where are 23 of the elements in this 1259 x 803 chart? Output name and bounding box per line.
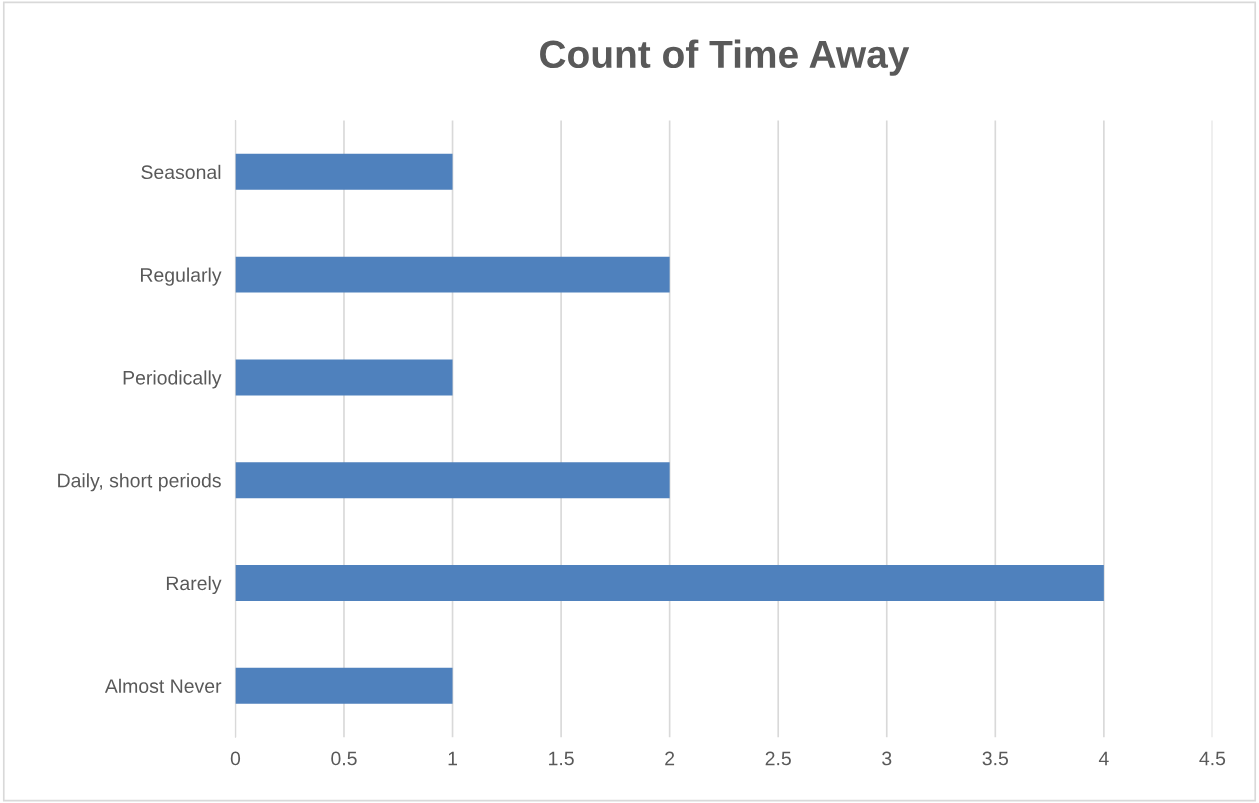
x-tick-label: 3 xyxy=(882,751,892,766)
x-tick-label: 4.5 xyxy=(1199,751,1226,766)
x-tick-label: 3.5 xyxy=(982,751,1009,766)
chart-title: Count of Time Away xyxy=(540,39,910,76)
x-tick-label: 1 xyxy=(448,751,457,766)
y-tick-label: Seasonal xyxy=(141,164,221,180)
bar xyxy=(235,667,453,704)
y-tick-label: Daily, short periods xyxy=(58,473,221,492)
bar xyxy=(235,564,1104,601)
y-tick-label: Periodically xyxy=(123,370,222,389)
x-tick-label: 2.5 xyxy=(765,751,791,766)
y-tick-label: Regularly xyxy=(141,267,222,286)
y-tick-label: Almost Never xyxy=(104,678,222,693)
x-tick-label: 0.5 xyxy=(331,751,357,766)
x-tick-label: 0 xyxy=(230,751,241,766)
x-tick-label: 1.5 xyxy=(549,751,574,766)
x-tick-label: 4 xyxy=(1098,751,1109,766)
bar xyxy=(235,359,453,396)
y-tick-label: Rarely xyxy=(166,575,222,595)
x-tick-label: 2 xyxy=(665,751,675,766)
bar xyxy=(235,153,453,190)
bar xyxy=(235,462,670,499)
bar xyxy=(235,256,670,293)
